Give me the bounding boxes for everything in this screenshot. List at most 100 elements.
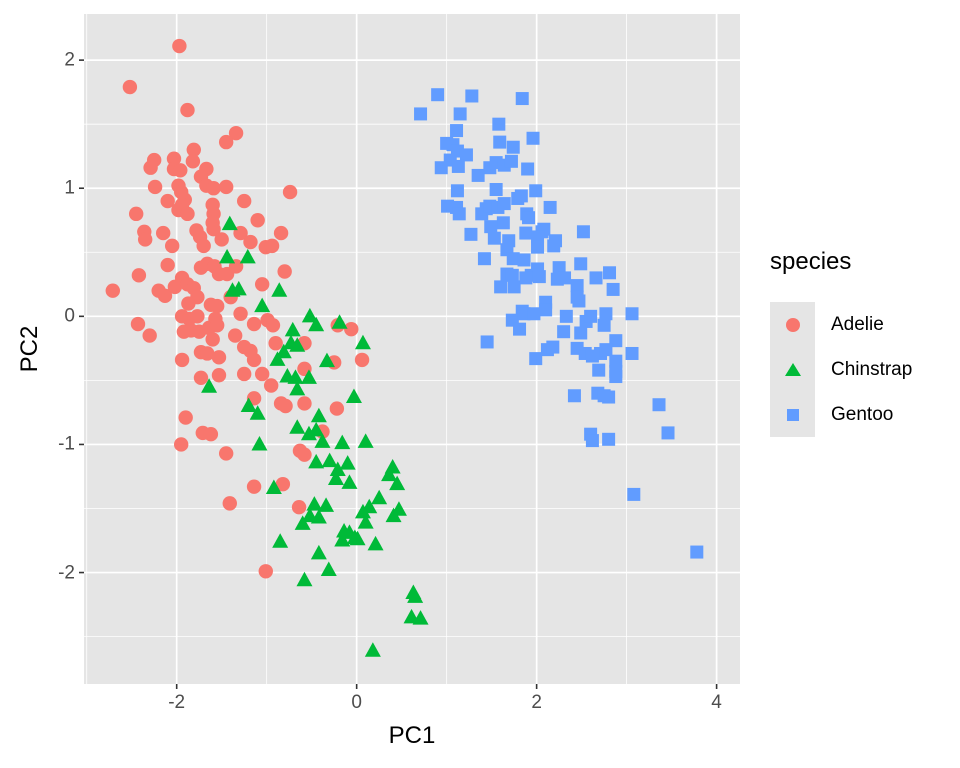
data-point bbox=[240, 397, 257, 413]
data-point bbox=[306, 496, 323, 511]
data-point bbox=[289, 380, 306, 396]
data-point bbox=[625, 307, 639, 321]
data-point bbox=[329, 461, 346, 477]
data-point bbox=[282, 184, 298, 200]
data-point bbox=[160, 257, 175, 273]
data-point bbox=[381, 466, 398, 482]
data-point bbox=[576, 225, 590, 239]
y-tick-label: 1 bbox=[64, 177, 75, 199]
data-point bbox=[357, 514, 374, 529]
y-tick-label: -1 bbox=[58, 433, 75, 455]
triangle-glyph bbox=[784, 363, 801, 376]
data-point bbox=[239, 248, 256, 264]
data-point bbox=[209, 318, 225, 333]
circle-glyph bbox=[785, 317, 800, 332]
data-point bbox=[603, 266, 617, 280]
data-point bbox=[504, 154, 518, 168]
data-point bbox=[385, 507, 402, 523]
data-point bbox=[357, 433, 374, 448]
data-point bbox=[269, 351, 286, 366]
data-point bbox=[236, 366, 252, 382]
data-point bbox=[609, 370, 623, 384]
legend-key bbox=[770, 392, 815, 437]
data-point bbox=[492, 117, 506, 131]
data-point bbox=[296, 571, 313, 587]
data-point bbox=[254, 366, 270, 382]
data-point bbox=[609, 354, 623, 368]
data-point bbox=[349, 530, 366, 546]
data-point bbox=[258, 564, 273, 579]
data-point bbox=[122, 79, 138, 95]
data-point bbox=[547, 239, 561, 253]
legend-label-adelie: Adelie bbox=[831, 313, 884, 335]
data-point bbox=[180, 102, 195, 118]
data-point bbox=[515, 92, 529, 106]
data-point bbox=[211, 368, 227, 383]
data-point bbox=[308, 453, 325, 469]
data-point bbox=[268, 336, 283, 351]
data-point bbox=[193, 370, 209, 386]
data-point bbox=[550, 272, 564, 286]
data-point bbox=[318, 352, 335, 368]
data-point bbox=[609, 334, 623, 348]
data-point bbox=[570, 279, 584, 293]
data-point bbox=[294, 515, 311, 530]
data-point bbox=[147, 179, 163, 195]
legend-item-adelie: Adelie bbox=[770, 302, 912, 347]
data-point bbox=[690, 545, 704, 559]
data-point bbox=[205, 332, 220, 347]
data-point bbox=[602, 390, 616, 404]
data-point bbox=[527, 307, 541, 321]
data-point bbox=[250, 213, 265, 228]
data-point bbox=[414, 107, 428, 121]
data-point bbox=[531, 230, 545, 244]
data-point bbox=[271, 282, 288, 297]
data-point bbox=[452, 207, 466, 221]
data-point bbox=[181, 296, 196, 311]
data-point bbox=[185, 154, 201, 169]
data-point bbox=[200, 346, 215, 361]
series-chinstrap bbox=[201, 215, 429, 657]
data-point bbox=[190, 309, 205, 324]
data-point bbox=[354, 503, 371, 519]
data-point bbox=[354, 334, 371, 350]
data-point bbox=[180, 206, 195, 222]
data-point bbox=[493, 135, 507, 149]
data-point bbox=[297, 396, 312, 411]
data-point bbox=[514, 189, 528, 203]
data-point bbox=[506, 252, 520, 266]
data-point bbox=[160, 193, 175, 209]
data-point bbox=[407, 588, 424, 603]
data-point bbox=[364, 642, 381, 657]
data-point bbox=[506, 140, 520, 154]
data-point bbox=[196, 238, 211, 254]
data-point bbox=[164, 238, 180, 254]
legend: species Adelie Chinstrap Gentoo bbox=[770, 250, 912, 437]
data-point bbox=[497, 197, 511, 211]
data-point bbox=[559, 309, 573, 323]
data-point bbox=[652, 398, 666, 412]
data-point bbox=[291, 500, 307, 515]
data-point bbox=[310, 508, 327, 524]
data-point bbox=[494, 280, 508, 294]
square-glyph bbox=[786, 408, 799, 421]
x-tick-label: 0 bbox=[351, 692, 362, 713]
data-point bbox=[131, 268, 147, 283]
data-point bbox=[522, 211, 536, 225]
data-point bbox=[450, 124, 464, 138]
data-point bbox=[589, 271, 603, 285]
legend-key bbox=[770, 302, 815, 347]
data-point bbox=[389, 475, 406, 491]
data-point bbox=[172, 38, 187, 54]
data-point bbox=[137, 232, 153, 247]
data-point bbox=[331, 314, 348, 329]
data-point bbox=[412, 610, 429, 625]
data-point bbox=[289, 337, 306, 352]
x-tick-label: 4 bbox=[711, 692, 722, 713]
data-point bbox=[567, 389, 581, 403]
data-point bbox=[310, 544, 327, 560]
data-point bbox=[178, 410, 193, 425]
data-point bbox=[128, 206, 144, 222]
data-point bbox=[301, 307, 318, 323]
